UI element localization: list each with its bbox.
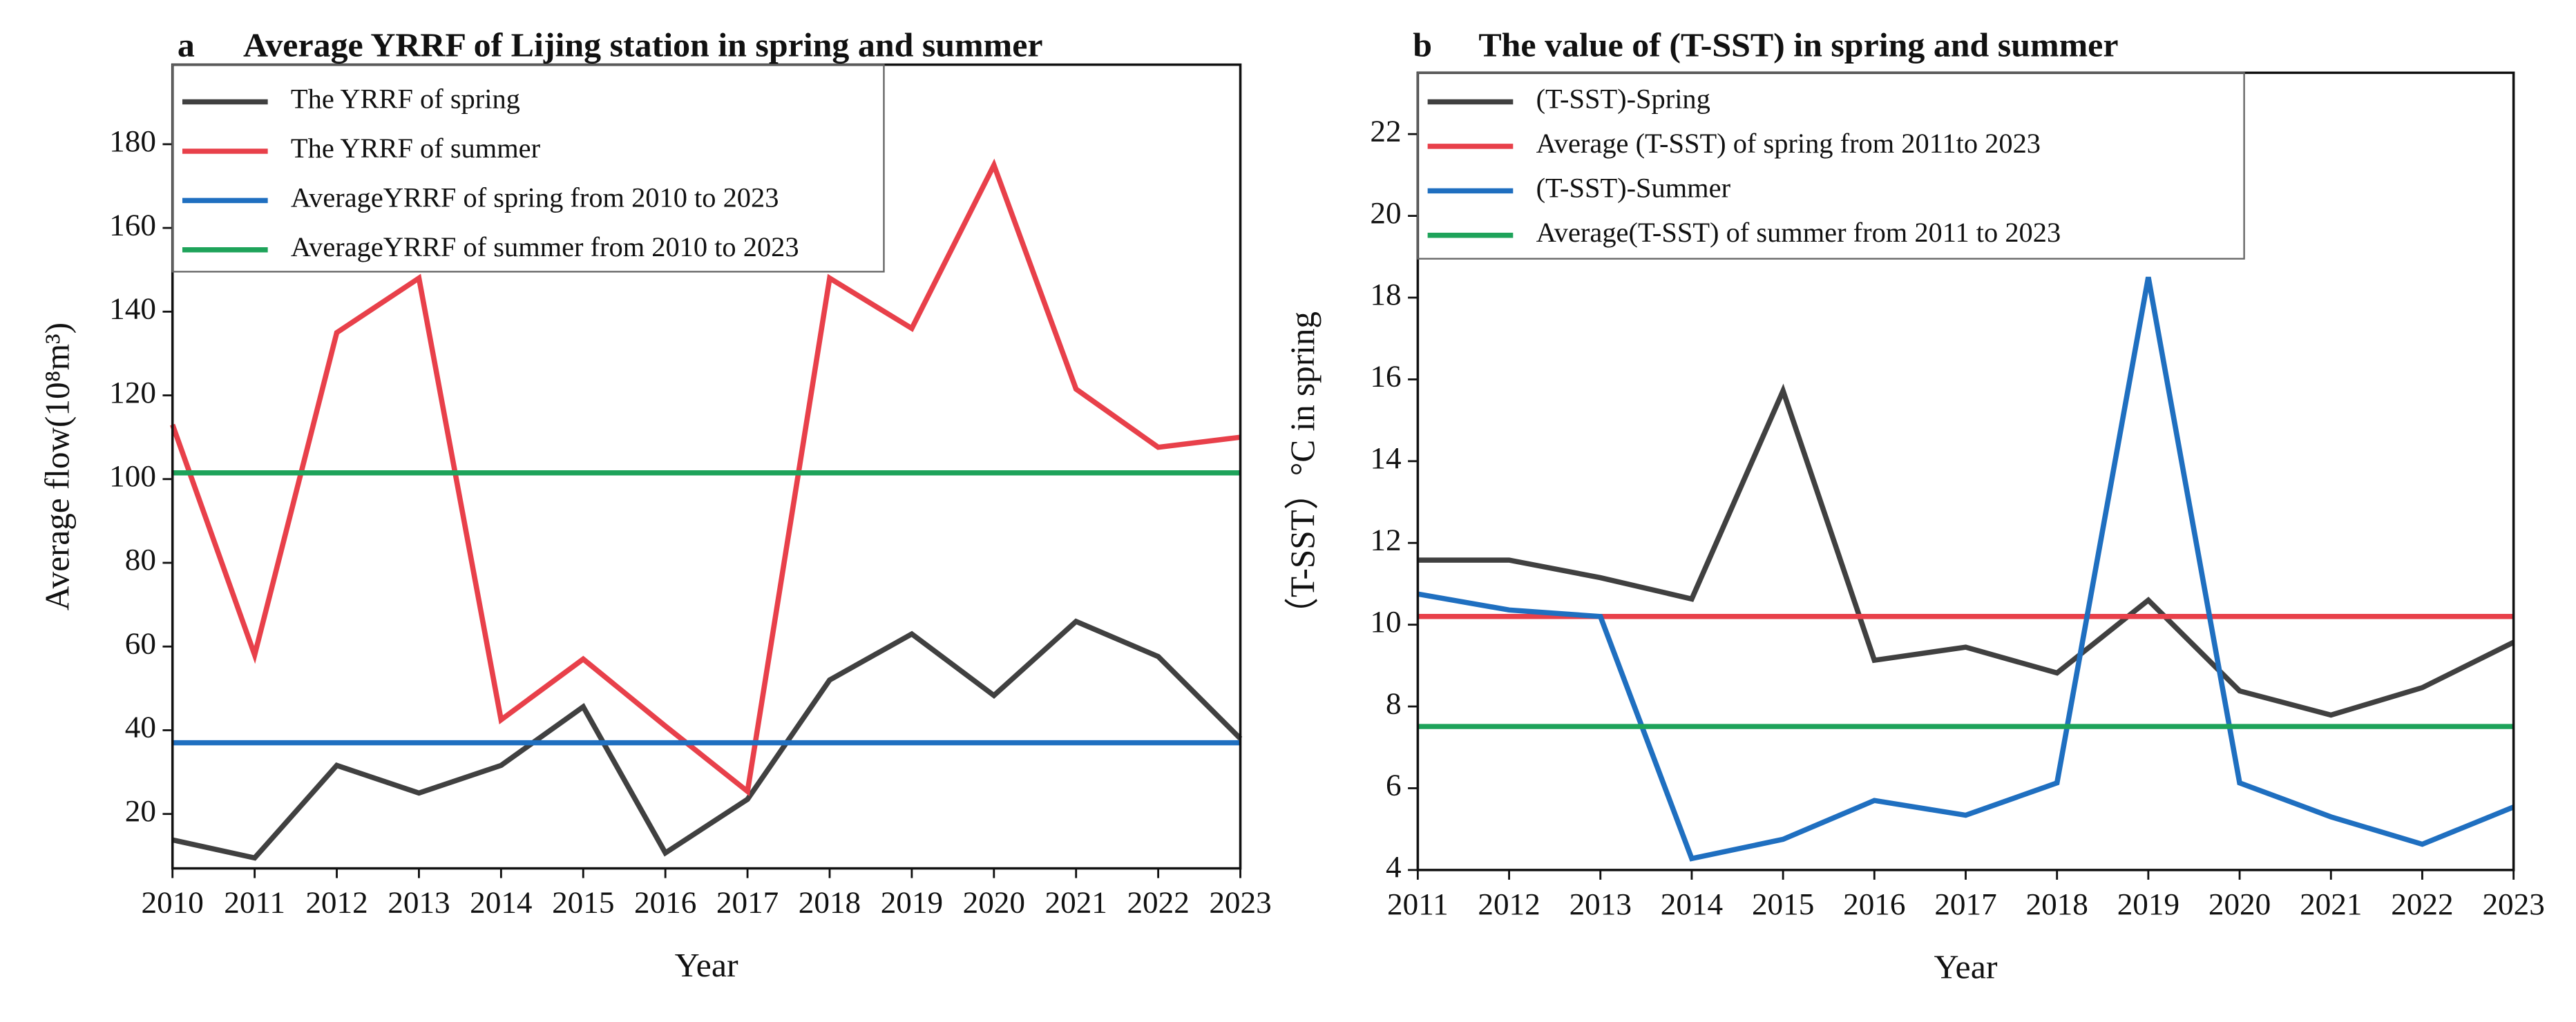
y-tick-label: 4 — [1386, 849, 1402, 884]
y-tick-label: 10 — [1370, 604, 1401, 639]
y-tick-label: 18 — [1370, 278, 1401, 312]
y-tick-label: 120 — [109, 375, 156, 409]
x-tick-label: 2021 — [1045, 885, 1107, 920]
x-axis-label: Year — [675, 946, 739, 984]
data-line — [1418, 383, 2515, 718]
legend-label: Average(T-SST) of summer from 2011 to 20… — [1536, 217, 2061, 248]
y-tick-label: 8 — [1386, 686, 1402, 721]
x-tick-label: 2023 — [2482, 887, 2544, 921]
y-tick-label: 180 — [109, 124, 156, 158]
legend-label: (T-SST)-Summer — [1536, 173, 1730, 204]
x-tick-label: 2017 — [1934, 887, 1996, 921]
x-tick-label: 2011 — [224, 885, 285, 920]
data-line — [171, 618, 1243, 861]
panel-label: a — [178, 26, 195, 64]
x-tick-label: 2014 — [470, 885, 532, 920]
y-axis-label: Average flow(10⁸m³) — [38, 322, 76, 610]
legend-label: AverageYRRF of spring from 2010 to 2023 — [291, 182, 779, 213]
y-tick-label: 80 — [125, 543, 156, 577]
y-tick-label: 6 — [1386, 768, 1402, 802]
data-line — [170, 158, 1241, 796]
x-tick-label: 2020 — [963, 885, 1025, 920]
x-tick-label: 2013 — [1570, 887, 1632, 921]
legend-label: AverageYRRF of summer from 2010 to 2023 — [291, 231, 799, 262]
legend-label: The YRRF of summer — [291, 133, 540, 164]
legend-label: Average (T-SST) of spring from 2011to 20… — [1536, 128, 2041, 159]
legend-frame — [1417, 72, 2245, 260]
panel-label: b — [1413, 26, 1432, 64]
y-tick-label: 20 — [1370, 195, 1401, 230]
x-tick-label: 2020 — [2208, 887, 2271, 921]
chart-title: Average YRRF of Lijing station in spring… — [243, 26, 1043, 64]
x-tick-label: 2019 — [881, 885, 943, 920]
legend-frame — [171, 64, 885, 273]
x-tick-label: 2012 — [1478, 887, 1540, 921]
chart-title: The value of (T-SST) in spring and summe… — [1478, 26, 2118, 64]
x-tick-label: 2015 — [1752, 887, 1814, 921]
x-tick-label: 2018 — [2026, 887, 2088, 921]
y-tick-label: 14 — [1370, 441, 1401, 475]
x-tick-label: 2016 — [1843, 887, 1905, 921]
x-tick-label: 2013 — [388, 885, 450, 920]
y-tick-label: 140 — [109, 291, 156, 326]
legend-label: The YRRF of spring — [291, 84, 520, 115]
x-tick-label: 2014 — [1661, 887, 1723, 921]
x-tick-label: 2011 — [1387, 887, 1449, 921]
y-tick-label: 60 — [125, 626, 156, 661]
y-tick-label: 16 — [1370, 359, 1401, 394]
y-tick-label: 160 — [109, 208, 156, 242]
x-tick-label: 2021 — [2300, 887, 2362, 921]
x-tick-label: 2010 — [142, 885, 204, 920]
y-tick-label: 22 — [1370, 114, 1401, 148]
y-axis-label: （T-SST）°C in spring — [1284, 311, 1322, 631]
x-tick-label: 2012 — [305, 885, 368, 920]
x-tick-label: 2023 — [1209, 885, 1271, 920]
x-axis-label: Year — [1934, 948, 1998, 986]
x-tick-label: 2022 — [2391, 887, 2453, 921]
y-tick-label: 40 — [125, 710, 156, 744]
y-tick-label: 20 — [125, 793, 156, 828]
data-line — [1417, 276, 2515, 862]
y-tick-label: 12 — [1370, 523, 1401, 557]
x-tick-label: 2018 — [799, 885, 861, 920]
x-tick-label: 2016 — [634, 885, 696, 920]
legend-label: (T-SST)-Spring — [1536, 84, 1710, 115]
x-tick-label: 2022 — [1127, 885, 1189, 920]
x-tick-label: 2019 — [2117, 887, 2179, 921]
x-tick-label: 2017 — [716, 885, 779, 920]
x-tick-label: 2015 — [552, 885, 614, 920]
y-tick-label: 100 — [109, 459, 156, 493]
